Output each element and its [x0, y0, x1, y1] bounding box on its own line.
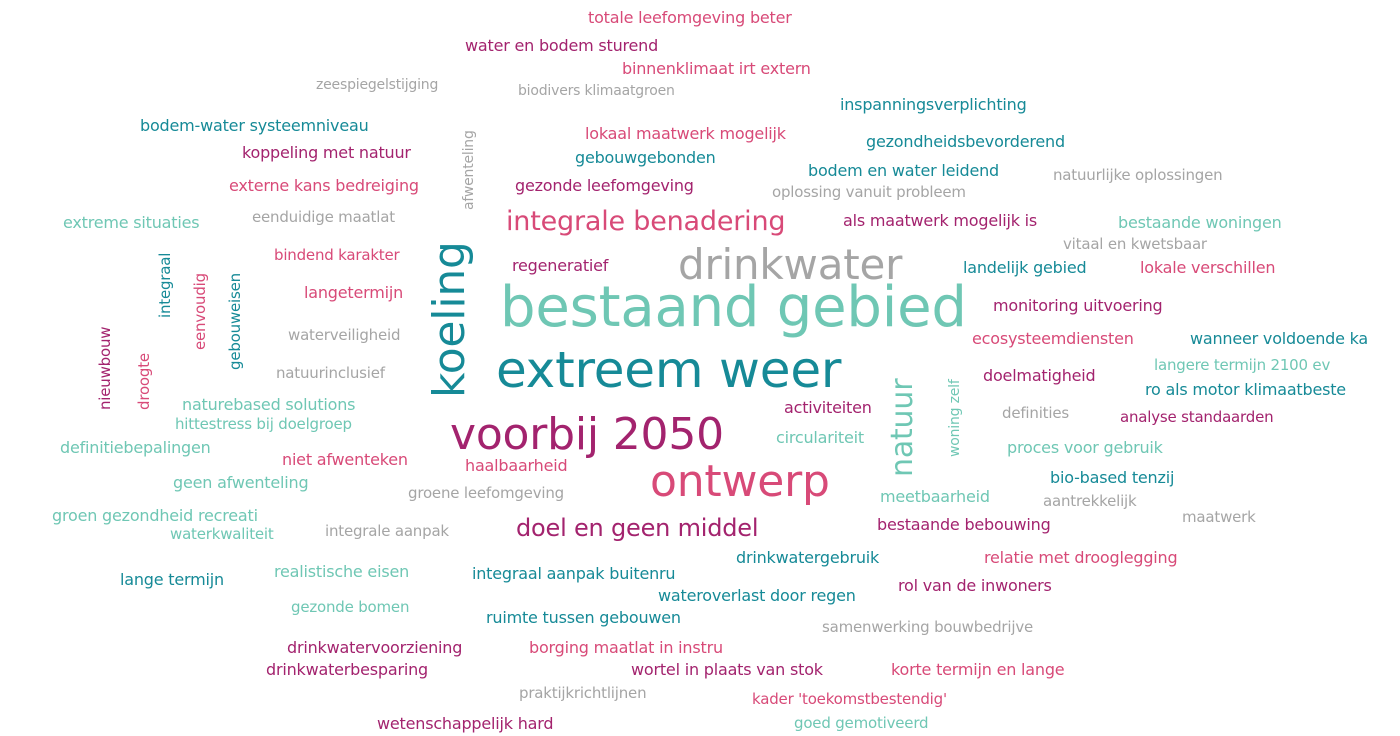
word: binnenklimaat irt extern	[622, 59, 811, 78]
word: natuur	[885, 378, 920, 477]
word: vitaal en kwetsbaar	[1063, 235, 1207, 253]
word: niet afwenteken	[282, 450, 408, 469]
word: woning zelf	[947, 379, 963, 457]
word: gebouweisen	[226, 273, 244, 370]
word: natuurlijke oplossingen	[1053, 166, 1223, 184]
word: inspanningsverplichting	[840, 95, 1027, 114]
word: totale leefomgeving beter	[588, 8, 792, 27]
word: wateroverlast door regen	[658, 586, 856, 605]
word: rol van de inwoners	[898, 576, 1052, 595]
word: extreem weer	[496, 341, 842, 399]
word: groen gezondheid recreati	[52, 506, 258, 525]
word: extreme situaties	[63, 213, 200, 232]
word: bindend karakter	[274, 246, 400, 264]
word: bestaand gebied	[500, 275, 967, 340]
word: bestaande bebouwing	[877, 515, 1051, 534]
word: wetenschappelijk hard	[377, 714, 554, 733]
word: circulariteit	[776, 428, 864, 447]
word: regeneratief	[512, 256, 609, 275]
word: doel en geen middel	[516, 514, 759, 542]
word: gezonde leefomgeving	[515, 176, 694, 195]
word: haalbaarheid	[465, 456, 568, 475]
word: goed gemotiveerd	[794, 714, 929, 732]
word: meetbaarheid	[880, 487, 990, 506]
word: wanneer voldoende ka	[1190, 329, 1369, 348]
word: gezonde bomen	[291, 598, 410, 616]
word: landelijk gebied	[963, 258, 1087, 277]
word: droogte	[135, 353, 153, 410]
word: lokaal maatwerk mogelijk	[585, 124, 786, 143]
word: praktijkrichtlijnen	[519, 684, 647, 702]
word: externe kans bedreiging	[229, 176, 419, 195]
word: bio-based tenzij	[1050, 468, 1175, 487]
word: doelmatigheid	[983, 366, 1096, 385]
word: maatwerk	[1182, 508, 1256, 526]
word: integraal aanpak buitenru	[472, 564, 676, 583]
word: naturebased solutions	[182, 395, 356, 414]
word: natuurinclusief	[276, 364, 385, 382]
word: ecosysteemdiensten	[972, 329, 1134, 348]
word: integrale benadering	[506, 206, 786, 237]
word: ruimte tussen gebouwen	[486, 608, 681, 627]
word: drinkwatervoorziening	[287, 638, 463, 657]
word: drinkwaterbesparing	[266, 660, 428, 679]
word: borging maatlat in instru	[529, 638, 723, 657]
word: gezondheidsbevorderend	[866, 132, 1065, 151]
word: monitoring uitvoering	[993, 296, 1163, 315]
word: aantrekkelijk	[1043, 492, 1137, 510]
word: als maatwerk mogelijk is	[843, 211, 1038, 230]
word: wortel in plaats van stok	[631, 660, 823, 679]
word: geen afwenteling	[173, 473, 309, 492]
word: kader 'toekomstbestendig'	[752, 690, 947, 708]
word: realistische eisen	[274, 562, 410, 581]
word: bestaande woningen	[1118, 213, 1282, 232]
word: bodem en water leidend	[808, 161, 999, 180]
word: nieuwbouw	[96, 326, 114, 410]
word: eenvoudig	[191, 273, 209, 350]
word: korte termijn en lange	[891, 660, 1065, 679]
word: biodivers klimaatgroen	[518, 83, 675, 99]
word: bodem-water systeemniveau	[140, 116, 369, 135]
word: integraal	[156, 252, 174, 318]
word: definities	[1002, 404, 1069, 422]
word: drinkwatergebruik	[736, 548, 880, 567]
word: voorbij 2050	[450, 409, 724, 460]
word: proces voor gebruik	[1007, 438, 1163, 457]
word: groene leefomgeving	[408, 484, 564, 502]
word: water en bodem sturend	[465, 36, 659, 55]
word: drinkwater	[678, 240, 903, 289]
word: analyse standaarden	[1120, 408, 1274, 426]
word: koppeling met natuur	[242, 143, 411, 162]
word: ontwerp	[650, 456, 830, 507]
word: oplossing vanuit probleem	[772, 183, 966, 201]
word: activiteiten	[784, 398, 872, 417]
word: afwenteling	[461, 130, 477, 210]
word: ro als motor klimaatbeste	[1145, 380, 1346, 399]
word: integrale aanpak	[325, 522, 449, 540]
word: lange termijn	[120, 570, 224, 589]
word: relatie met drooglegging	[984, 548, 1178, 567]
word: lokale verschillen	[1140, 258, 1276, 277]
word: zeespiegelstijging	[316, 77, 439, 93]
word: waterveiligheid	[288, 326, 401, 344]
word: samenwerking bouwbedrijve	[822, 618, 1034, 636]
word: langetermijn	[304, 283, 404, 302]
word: hittestress bij doelgroep	[175, 415, 352, 433]
word: langere termijn 2100 ev	[1154, 356, 1331, 374]
word: waterkwaliteit	[170, 525, 274, 543]
word: definitiebepalingen	[60, 438, 211, 457]
word: eenduidige maatlat	[252, 208, 395, 226]
word: gebouwgebonden	[575, 148, 716, 167]
word: koeling	[424, 241, 475, 398]
